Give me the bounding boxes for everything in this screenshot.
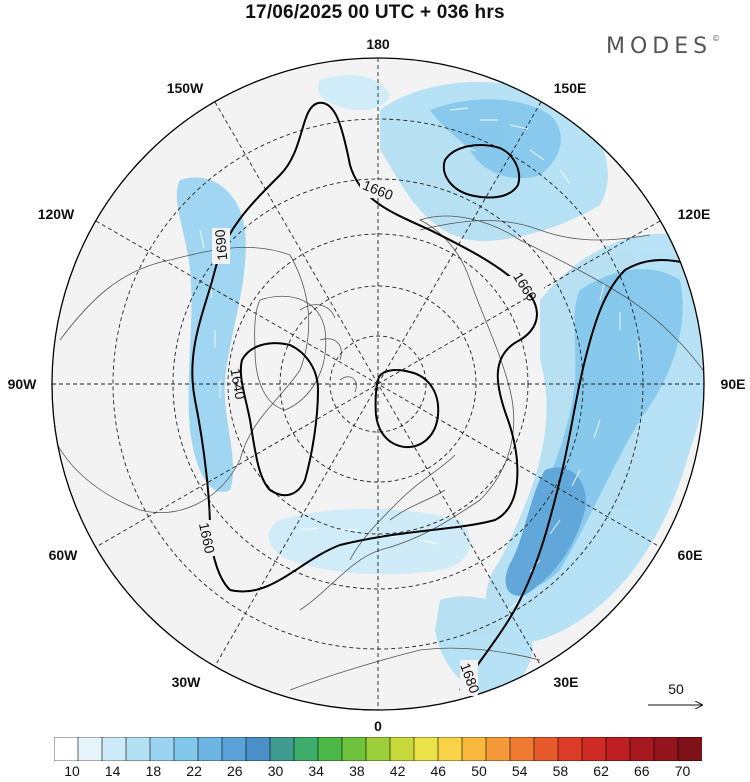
colorbar-cell	[629, 737, 655, 761]
colorbar-tick-label: 38	[349, 763, 365, 779]
colorbar-cell	[149, 737, 175, 761]
colorbar-tick-label: 66	[634, 763, 650, 779]
map-boundary	[51, 57, 705, 711]
lon-label-30e: 30E	[554, 674, 579, 690]
coast-arctic-islands	[299, 304, 357, 393]
modes-logo: MODES©	[606, 34, 721, 59]
colorbar-cell	[197, 737, 223, 761]
lon-label-90e: 90E	[721, 376, 746, 392]
jet-core-northpacific	[430, 99, 561, 179]
colorbar-tick-label: 58	[552, 763, 569, 779]
map-disc	[52, 58, 704, 710]
colorbar-tick-label: 70	[674, 763, 691, 779]
contour-1680	[459, 259, 696, 691]
colorbar-cell	[77, 737, 103, 761]
contour-label: 1660	[196, 521, 218, 555]
lon-label-120e: 120E	[678, 206, 711, 222]
lon-label-150w: 150W	[167, 80, 204, 96]
colorbar-tick-label: 46	[430, 763, 447, 779]
lon-label-60e: 60E	[678, 547, 703, 563]
coastlines	[54, 215, 704, 691]
colorbar-tick-label: 26	[227, 763, 243, 779]
colorbar-cell	[461, 737, 487, 761]
longitude-labels: 180 150W 150E 120W 120E 90W 90E 60W 60E …	[8, 36, 746, 734]
height-contours	[191, 101, 696, 691]
colorbar-cell	[389, 737, 415, 761]
coast-eurasia	[299, 215, 704, 611]
coast-asia-east	[419, 220, 651, 241]
map-title: 17/06/2025 00 UTC + 036 hrs	[245, 2, 505, 23]
reference-vector-value: 50	[668, 681, 684, 697]
coast-north-africa	[289, 647, 541, 691]
colorbar-cell	[54, 737, 79, 761]
colorbar-cell	[125, 737, 151, 761]
colorbar-tick-label: 14	[104, 763, 121, 779]
colorbar-cell	[341, 737, 367, 761]
colorbar-tick-label: 10	[64, 763, 80, 779]
colorbar-tick-label: 62	[593, 763, 609, 779]
lon-label-90w: 90W	[8, 376, 38, 392]
lon-label-150e: 150E	[554, 80, 587, 96]
colorbar-cell	[437, 737, 463, 761]
reference-vector: 50	[648, 681, 702, 705]
jet-band-south	[268, 508, 471, 575]
colorbar-cell	[581, 737, 607, 761]
lon-label-60w: 60W	[49, 547, 79, 563]
colorbar-tick-label: 30	[267, 763, 284, 779]
colorbar-cell	[293, 737, 319, 761]
lon-label-0: 0	[374, 718, 382, 734]
colorbar-cell	[557, 737, 583, 761]
colorbar-cell	[509, 737, 535, 761]
colorbar-cell	[485, 737, 511, 761]
colorbar-cell	[269, 737, 295, 761]
colorbar-cell	[101, 737, 127, 761]
lon-label-180: 180	[366, 36, 390, 52]
coast-greenland	[254, 296, 327, 411]
contour-label: 1640	[227, 367, 248, 401]
colorbar-cell	[653, 737, 679, 761]
colorbar-cell	[413, 737, 439, 761]
colorbar-tick-label: 18	[145, 763, 162, 779]
contour-label: 1690	[212, 229, 231, 262]
colorbar-tick-label: 42	[389, 763, 406, 779]
contour-pole-low	[374, 369, 440, 449]
coast-north-america	[54, 247, 310, 513]
colorbar-cell	[317, 737, 343, 761]
lon-label-30w: 30W	[172, 674, 202, 690]
colorbar-cell	[173, 737, 199, 761]
colorbar-cell	[605, 737, 631, 761]
colorbar-cell	[533, 737, 559, 761]
colorbar-cell	[677, 737, 702, 761]
colorbar	[54, 737, 702, 761]
colorbar-cell	[365, 737, 391, 761]
lon-label-120w: 120W	[38, 206, 75, 222]
colorbar-tick-label: 34	[308, 763, 324, 779]
contour-1660	[191, 101, 538, 593]
contour-1640	[239, 342, 320, 497]
colorbar-tick-label: 22	[186, 763, 202, 779]
colorbar-tick-label: 54	[511, 763, 528, 779]
colorbar-tick-label: 50	[471, 763, 487, 779]
colorbar-cell	[221, 737, 247, 761]
colorbar-cell	[245, 737, 271, 761]
shade-northwest	[318, 75, 390, 111]
contour-pacific-low	[442, 144, 520, 199]
